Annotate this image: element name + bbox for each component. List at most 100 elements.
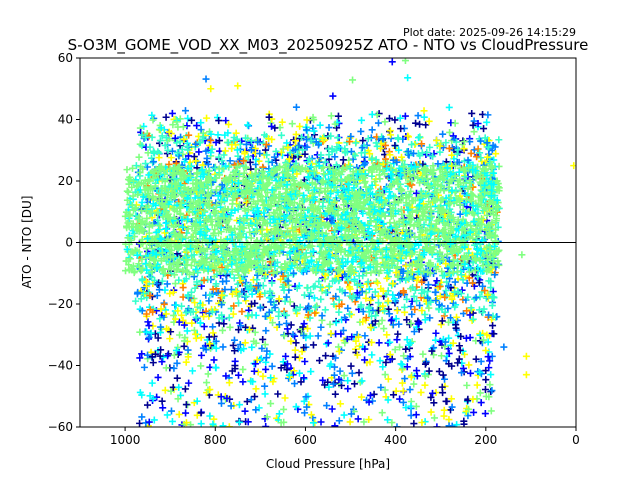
data-point bbox=[410, 420, 418, 427]
data-point bbox=[245, 122, 253, 130]
data-point bbox=[368, 126, 376, 134]
data-point bbox=[168, 417, 176, 425]
data-point bbox=[288, 120, 296, 128]
data-point bbox=[393, 306, 401, 314]
data-point bbox=[419, 350, 427, 358]
data-point bbox=[154, 373, 162, 381]
data-point bbox=[197, 362, 205, 370]
data-point bbox=[239, 378, 247, 386]
data-point bbox=[123, 166, 131, 174]
data-point bbox=[282, 319, 290, 327]
data-point bbox=[368, 351, 376, 359]
data-point bbox=[317, 295, 325, 303]
data-point bbox=[383, 331, 391, 339]
data-point bbox=[484, 111, 492, 119]
data-point bbox=[226, 323, 234, 331]
data-point bbox=[406, 386, 414, 394]
data-point bbox=[465, 361, 473, 369]
data-point bbox=[473, 381, 481, 389]
data-point bbox=[259, 372, 267, 380]
data-point bbox=[262, 271, 270, 279]
data-point bbox=[265, 158, 273, 166]
data-point bbox=[277, 131, 285, 139]
data-point bbox=[318, 312, 326, 320]
data-point bbox=[420, 107, 428, 115]
data-point bbox=[441, 375, 449, 383]
data-point bbox=[135, 153, 143, 161]
data-point bbox=[427, 408, 435, 416]
data-point bbox=[166, 290, 174, 298]
data-point bbox=[394, 330, 402, 338]
data-point bbox=[136, 328, 144, 336]
data-point bbox=[238, 308, 246, 316]
data-point bbox=[412, 411, 420, 419]
data-point bbox=[487, 407, 495, 415]
data-point bbox=[375, 339, 383, 347]
data-point bbox=[445, 416, 453, 424]
data-point bbox=[307, 368, 315, 376]
data-point bbox=[262, 365, 270, 373]
data-point bbox=[404, 74, 412, 82]
data-point bbox=[451, 119, 459, 127]
data-point bbox=[303, 143, 311, 151]
data-point bbox=[335, 308, 343, 316]
data-point bbox=[301, 358, 309, 366]
data-point bbox=[349, 155, 357, 163]
data-point bbox=[268, 362, 276, 370]
data-point bbox=[171, 280, 179, 288]
data-point bbox=[188, 367, 196, 375]
data-point bbox=[340, 411, 348, 419]
data-point bbox=[245, 306, 253, 314]
scatter-points bbox=[121, 58, 503, 427]
data-point bbox=[229, 341, 237, 349]
data-point bbox=[334, 112, 342, 120]
data-point bbox=[347, 362, 355, 370]
data-point bbox=[291, 346, 299, 354]
data-point bbox=[250, 367, 258, 375]
data-point bbox=[154, 281, 162, 289]
data-point bbox=[212, 363, 220, 371]
data-point bbox=[179, 123, 187, 131]
data-point bbox=[206, 141, 214, 149]
data-point bbox=[235, 401, 243, 409]
data-point bbox=[209, 329, 217, 337]
data-point bbox=[480, 125, 488, 133]
data-point bbox=[349, 76, 357, 84]
data-point bbox=[430, 414, 438, 422]
data-point bbox=[455, 342, 463, 350]
data-point bbox=[348, 369, 356, 377]
data-point bbox=[231, 357, 239, 365]
data-point bbox=[394, 134, 402, 142]
data-point bbox=[325, 124, 333, 132]
data-point bbox=[352, 139, 360, 147]
data-point bbox=[262, 354, 270, 362]
data-point bbox=[304, 325, 312, 333]
data-point bbox=[219, 343, 227, 351]
data-point bbox=[355, 342, 363, 350]
data-point bbox=[385, 114, 393, 122]
data-point bbox=[210, 356, 218, 364]
data-point bbox=[225, 379, 233, 387]
data-point bbox=[445, 334, 453, 342]
data-point bbox=[262, 327, 270, 335]
data-point bbox=[436, 148, 444, 156]
data-point bbox=[468, 109, 476, 117]
data-point bbox=[446, 128, 454, 136]
data-point bbox=[175, 276, 183, 284]
data-point bbox=[280, 405, 288, 413]
data-point bbox=[359, 308, 367, 316]
data-point bbox=[487, 388, 495, 396]
data-point bbox=[244, 121, 252, 129]
data-point bbox=[420, 113, 428, 121]
data-point bbox=[336, 400, 344, 408]
data-point bbox=[461, 350, 469, 358]
data-point bbox=[282, 352, 290, 360]
data-point bbox=[425, 117, 433, 125]
data-point bbox=[384, 297, 392, 305]
data-point bbox=[408, 141, 416, 149]
data-point bbox=[184, 346, 192, 354]
data-point bbox=[440, 406, 448, 414]
data-point bbox=[222, 372, 230, 380]
data-point bbox=[316, 121, 324, 129]
data-point bbox=[136, 419, 144, 427]
